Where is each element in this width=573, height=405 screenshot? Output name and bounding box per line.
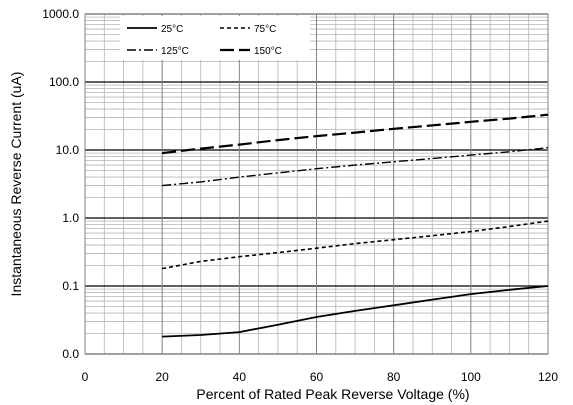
x-tick-label: 20: [155, 370, 169, 384]
x-tick-labels: 0 20 40 60 80 100 120: [82, 370, 559, 384]
series-line-2: [162, 220, 549, 270]
x-tick-label: 80: [387, 370, 401, 384]
x-tick-label: 120: [538, 370, 558, 384]
series-line-1: [162, 285, 549, 338]
legend-box: [120, 16, 310, 60]
y-tick-label: 10.0: [56, 143, 80, 157]
x-tick-label: 0: [82, 370, 89, 384]
legend-label-4: 150°C: [254, 46, 282, 57]
legend-label-3: 125°C: [161, 46, 189, 57]
series-layer: [162, 113, 549, 338]
x-tick-label: 40: [233, 370, 247, 384]
legend: 25°C 75°C 125°C 150°C: [120, 16, 310, 60]
legend-label-1: 25°C: [161, 24, 183, 35]
x-axis-title: Percent of Rated Peak Reverse Voltage (%…: [196, 386, 469, 402]
y-tick-label: 0.0: [62, 347, 79, 361]
major-grid: [84, 13, 549, 355]
y-tick-label: 1.0: [62, 211, 79, 225]
plot-frame: [84, 13, 549, 355]
y-tick-label: 0.1: [62, 279, 79, 293]
legend-label-2: 75°C: [254, 24, 276, 35]
y-axis-title: Instantaneous Reverse Current (uA): [8, 72, 24, 297]
y-tick-labels: 0.0 0.1 1.0 10.0 100.0 1000.0: [42, 7, 79, 361]
y-tick-label: 1000.0: [42, 7, 79, 21]
x-tick-label: 60: [310, 370, 324, 384]
x-tick-label: 100: [461, 370, 481, 384]
series-line-4: [162, 113, 549, 155]
y-tick-label: 100.0: [49, 75, 79, 89]
series-line-3: [162, 147, 549, 187]
